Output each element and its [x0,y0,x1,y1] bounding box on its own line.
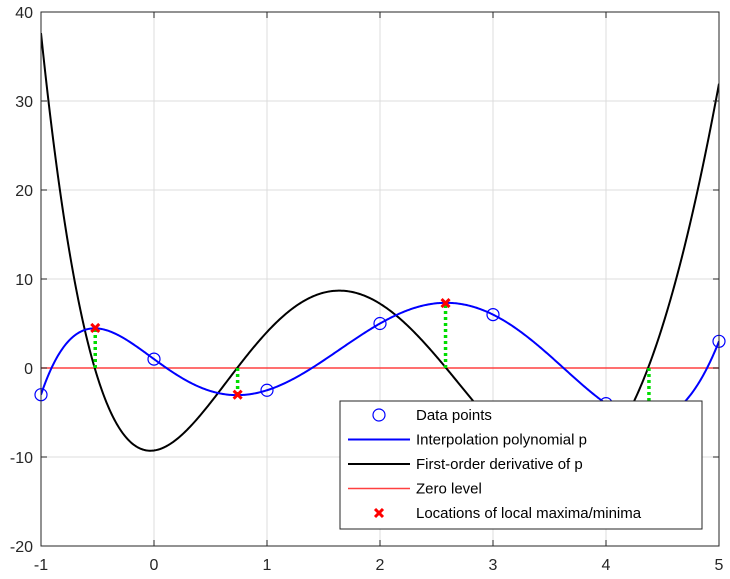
x-tick-label: 3 [489,557,498,574]
legend-entry: Locations of local maxima/minima [373,505,642,522]
x-tick-label: 4 [602,557,611,574]
y-tick-label: 10 [15,272,33,289]
y-tick-label: 0 [24,361,33,378]
legend-label: Data points [416,407,492,424]
y-tick-label: 30 [15,94,33,111]
legend-label: First-order derivative of p [416,456,583,473]
cross-stroke [373,507,385,519]
extremum-marker [232,389,243,400]
extremum-marker [90,322,101,334]
data-point [373,316,387,331]
legend-entry: Interpolation polynomial p [348,432,587,449]
cross-stroke [440,297,451,309]
x-tick-label: 5 [715,557,724,574]
legend-label: Interpolation polynomial p [416,432,587,449]
y-tick-label: 20 [15,183,33,200]
legend-box [339,400,703,530]
x-tick-label: 1 [263,557,272,574]
data-point [147,352,161,366]
legend-entry: Data points [372,407,492,424]
legend-label: Locations of local maxima/minima [416,505,642,522]
x-tick-label: 0 [150,557,159,574]
data-point [486,308,500,322]
legend-label: Zero level [416,481,482,498]
legend-entry: Zero level [348,481,482,498]
legend-symbol-cross [373,507,385,519]
x-tick-label: -1 [34,557,48,574]
y-tick-label: -20 [10,539,33,556]
legend: Data points Interpolation polynomial p Fir… [339,400,703,530]
y-tick-label: 40 [15,5,33,22]
y-tick-label: -10 [10,450,33,467]
data-point [260,383,274,397]
cross-stroke [232,389,243,400]
legend-symbol-circle [372,408,386,422]
extremum-marker [440,297,451,309]
x-tick-label: 2 [376,557,385,574]
legend-entry: First-order derivative of p [348,456,583,473]
cross-stroke [90,322,101,334]
